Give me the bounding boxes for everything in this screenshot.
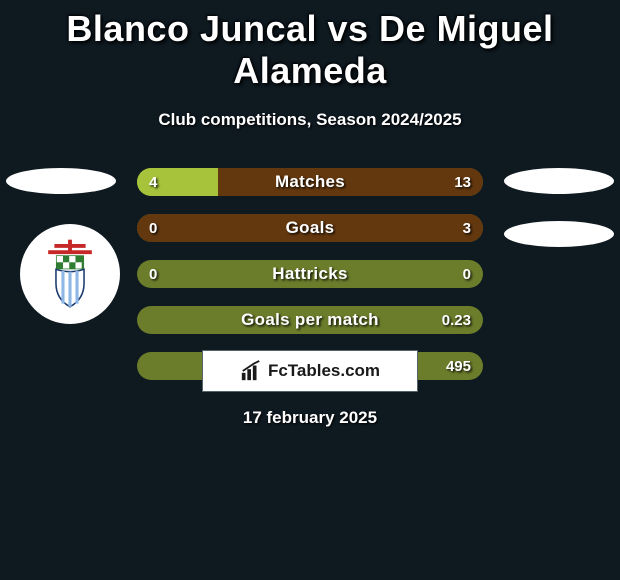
stat-value-left: 0 [149, 214, 157, 242]
club-badge [20, 224, 120, 324]
left-player-oval [6, 168, 116, 194]
club-crest-icon [31, 235, 109, 313]
stat-label: Matches [137, 168, 483, 196]
stat-value-right: 0 [463, 260, 471, 288]
stat-value-left: 4 [149, 168, 157, 196]
stat-value-right: 13 [454, 168, 471, 196]
snapshot-date: 17 february 2025 [0, 408, 620, 428]
right-player-oval-2 [504, 221, 614, 247]
stat-label: Goals per match [137, 306, 483, 334]
stat-label: Hattricks [137, 260, 483, 288]
stat-value-right: 495 [446, 352, 471, 380]
stat-row: Matches4 13 [137, 168, 483, 196]
stat-label: Goals [137, 214, 483, 242]
chart-icon [240, 360, 262, 382]
stat-row: Goals per match0.23 [137, 306, 483, 334]
page-title: Blanco Juncal vs De Miguel Alameda [0, 0, 620, 92]
stat-value-right: 0.23 [442, 306, 471, 334]
stat-value-right: 3 [463, 214, 471, 242]
right-player-oval-1 [504, 168, 614, 194]
brand-badge[interactable]: FcTables.com [202, 350, 418, 392]
stat-row: Goals0 3 [137, 214, 483, 242]
stat-row: Hattricks0 0 [137, 260, 483, 288]
page-subtitle: Club competitions, Season 2024/2025 [0, 110, 620, 130]
brand-text: FcTables.com [268, 361, 380, 381]
stat-value-left: 0 [149, 260, 157, 288]
